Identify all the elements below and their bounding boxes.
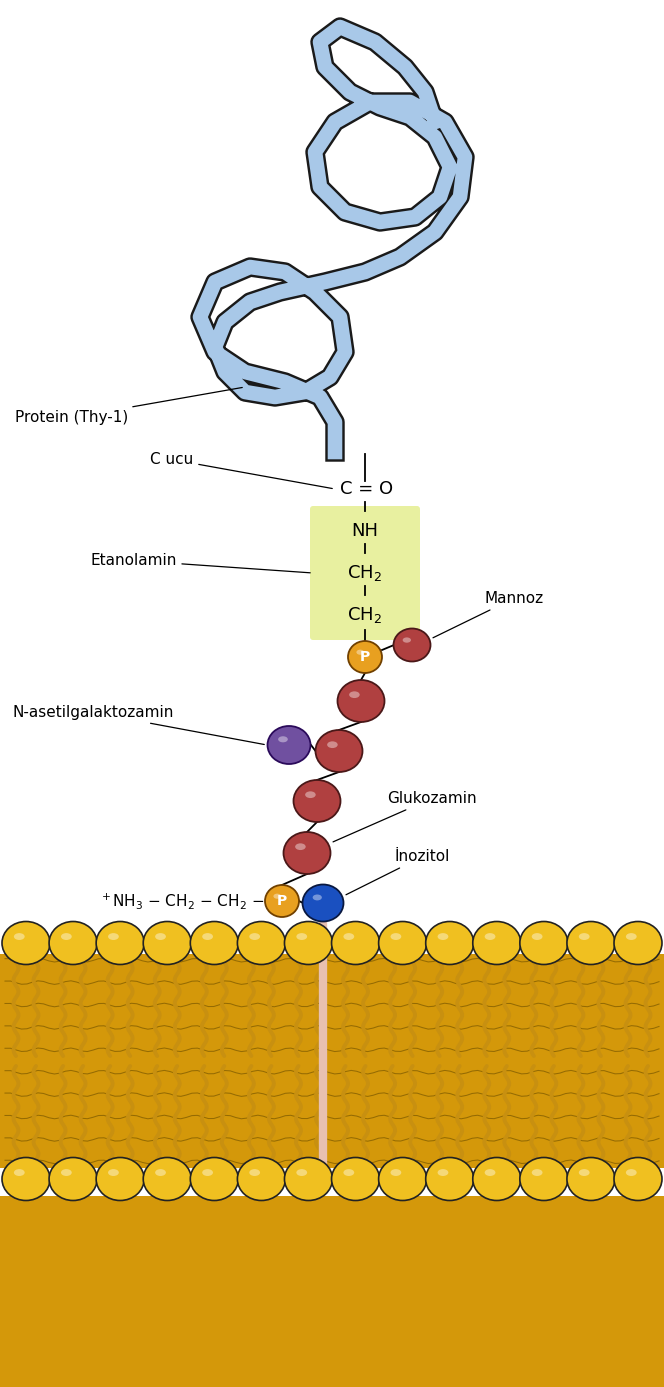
Ellipse shape [614,1158,662,1201]
Ellipse shape [238,1158,286,1201]
Text: İnozitol: İnozitol [346,849,450,895]
Ellipse shape [293,779,341,822]
Ellipse shape [520,1158,568,1201]
Ellipse shape [155,933,166,940]
Ellipse shape [296,933,307,940]
Ellipse shape [532,1169,542,1176]
Ellipse shape [532,933,542,940]
Ellipse shape [305,792,315,798]
Ellipse shape [278,736,288,742]
Ellipse shape [349,691,360,698]
Ellipse shape [348,641,382,673]
Text: CH$_2$: CH$_2$ [347,563,382,583]
Ellipse shape [265,885,299,917]
Ellipse shape [626,1169,637,1176]
Ellipse shape [274,893,281,899]
Ellipse shape [390,933,401,940]
Ellipse shape [143,921,191,964]
Ellipse shape [303,885,343,921]
Ellipse shape [96,1158,144,1201]
Ellipse shape [426,921,473,964]
Ellipse shape [614,921,662,964]
Text: Mannoz: Mannoz [433,591,543,638]
Ellipse shape [202,933,213,940]
Ellipse shape [579,933,590,940]
Ellipse shape [14,1169,25,1176]
Ellipse shape [473,921,521,964]
Ellipse shape [143,1158,191,1201]
Ellipse shape [315,730,363,773]
Ellipse shape [337,680,384,723]
FancyBboxPatch shape [310,506,420,639]
Text: Etanolamin: Etanolamin [90,553,310,573]
Ellipse shape [343,1169,354,1176]
Ellipse shape [249,933,260,940]
Ellipse shape [284,921,333,964]
Text: C = O: C = O [341,480,394,498]
Ellipse shape [191,921,238,964]
Ellipse shape [378,1158,426,1201]
Ellipse shape [249,1169,260,1176]
Ellipse shape [61,933,72,940]
Ellipse shape [327,741,338,748]
Bar [0,954,664,1168]
Ellipse shape [202,1169,213,1176]
Ellipse shape [295,843,305,850]
Ellipse shape [567,1158,615,1201]
Text: Protein (Thy-1): Protein (Thy-1) [15,387,242,424]
Text: P: P [360,651,370,664]
Ellipse shape [108,933,119,940]
Ellipse shape [567,921,615,964]
Ellipse shape [473,1158,521,1201]
Ellipse shape [438,933,448,940]
Text: P: P [277,895,287,908]
Ellipse shape [394,628,430,662]
Ellipse shape [155,1169,166,1176]
Ellipse shape [378,921,426,964]
Text: NH: NH [351,522,378,540]
Ellipse shape [485,933,495,940]
Ellipse shape [343,933,354,940]
Text: Glukozamin: Glukozamin [333,791,477,842]
Ellipse shape [268,725,311,764]
Ellipse shape [331,1158,380,1201]
Ellipse shape [426,1158,473,1201]
Ellipse shape [2,1158,50,1201]
Ellipse shape [485,1169,495,1176]
Ellipse shape [96,921,144,964]
Ellipse shape [313,895,322,900]
Ellipse shape [402,638,411,642]
Ellipse shape [579,1169,590,1176]
Ellipse shape [296,1169,307,1176]
Ellipse shape [238,921,286,964]
Ellipse shape [284,1158,333,1201]
Ellipse shape [626,933,637,940]
Ellipse shape [49,921,97,964]
Text: CH$_2$: CH$_2$ [347,605,382,626]
Bar [0,1196,664,1387]
Ellipse shape [14,933,25,940]
Text: $^+$NH$_3$ $-$ CH$_2$ $-$ CH$_2$ $-$: $^+$NH$_3$ $-$ CH$_2$ $-$ CH$_2$ $-$ [98,890,264,911]
Ellipse shape [520,921,568,964]
Text: N-asetilgalaktozamin: N-asetilgalaktozamin [12,705,264,745]
Ellipse shape [331,921,380,964]
Ellipse shape [108,1169,119,1176]
Ellipse shape [357,649,364,655]
Ellipse shape [390,1169,401,1176]
Ellipse shape [284,832,331,874]
Ellipse shape [2,921,50,964]
Ellipse shape [49,1158,97,1201]
Ellipse shape [61,1169,72,1176]
Text: C ucu: C ucu [150,452,332,488]
Ellipse shape [438,1169,448,1176]
Ellipse shape [191,1158,238,1201]
